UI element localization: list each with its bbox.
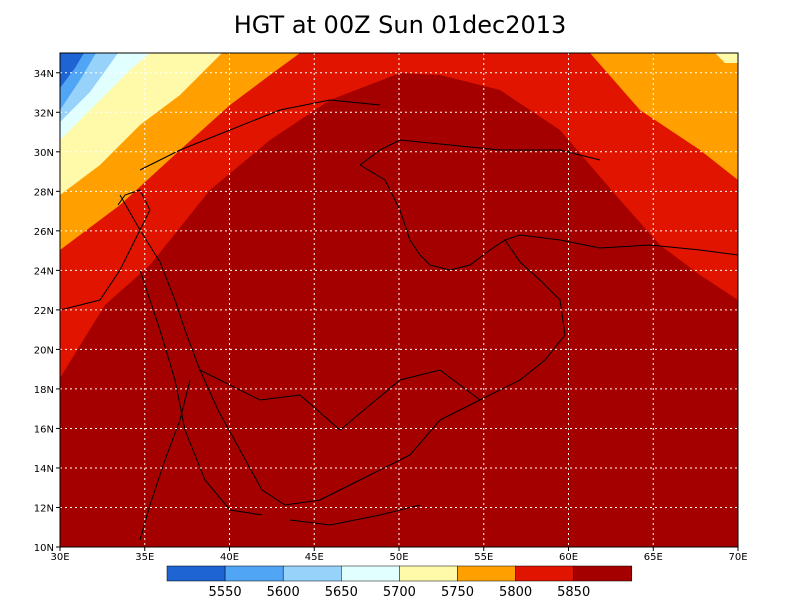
x-tick-label: 35E <box>135 552 154 563</box>
coastline <box>289 504 421 526</box>
x-tick-label: 45E <box>305 552 324 563</box>
y-tick-label: 16N <box>34 424 54 435</box>
x-tick-label: 70E <box>728 552 747 563</box>
colorbar-box <box>224 565 284 582</box>
colorbar-box <box>341 565 400 582</box>
border <box>199 369 481 431</box>
y-tick-label: 24N <box>34 266 54 277</box>
colorbar-label: 5800 <box>499 585 532 600</box>
contour-band <box>60 53 84 88</box>
coastline <box>504 234 738 256</box>
colorbar-label: 5850 <box>557 585 590 600</box>
title: HGT at 00Z Sun 01dec2013 <box>234 11 567 39</box>
grid <box>60 53 738 547</box>
contour-band <box>715 53 738 63</box>
colorbar-label: 5700 <box>383 585 416 600</box>
border <box>139 99 381 171</box>
colorbar-label: 5750 <box>441 585 474 600</box>
coastlines <box>60 99 738 541</box>
x-tick-label: 40E <box>220 552 239 563</box>
colorbar-box <box>282 565 342 582</box>
colorbar-label: 5600 <box>267 585 300 600</box>
y-tick-label: 14N <box>34 464 54 475</box>
colorbar: 5550 5600 5650 5700 5750 5800 5850 <box>166 565 633 600</box>
colorbar-box <box>515 565 574 582</box>
coastline <box>359 139 601 166</box>
y-tick-label: 22N <box>34 306 54 317</box>
y-tick-label: 34N <box>34 69 54 80</box>
x-tick-label: 55E <box>474 552 493 563</box>
colorbar-box <box>573 565 633 582</box>
x-tick-label: 65E <box>644 552 663 563</box>
x-tick-label: 30E <box>50 552 69 563</box>
coastline <box>60 189 151 311</box>
y-tick-label: 20N <box>34 345 54 356</box>
y-tick-label: 12N <box>34 503 54 514</box>
colorbar-label: 5550 <box>209 585 242 600</box>
y-tick-label: 10N <box>34 543 54 554</box>
colorbar-box <box>166 565 226 582</box>
colorbar-label: 5650 <box>325 585 358 600</box>
x-tick-label: 50E <box>389 552 408 563</box>
axes: 30E 35E 40E 45E 50E 55E 60E 65E 70E 10N 12N 14N 16N 1… <box>34 69 748 563</box>
y-tick-label: 26N <box>34 227 54 238</box>
y-tick-label: 32N <box>34 108 54 119</box>
y-tick-label: 30N <box>34 148 54 159</box>
y-tick-label: 18N <box>34 385 54 396</box>
y-tick-label: 28N <box>34 187 54 198</box>
coastline <box>139 379 191 541</box>
colorbar-box <box>457 565 516 582</box>
x-tick-label: 60E <box>559 552 578 563</box>
colorbar-box <box>399 565 458 582</box>
contour-band <box>590 53 738 180</box>
